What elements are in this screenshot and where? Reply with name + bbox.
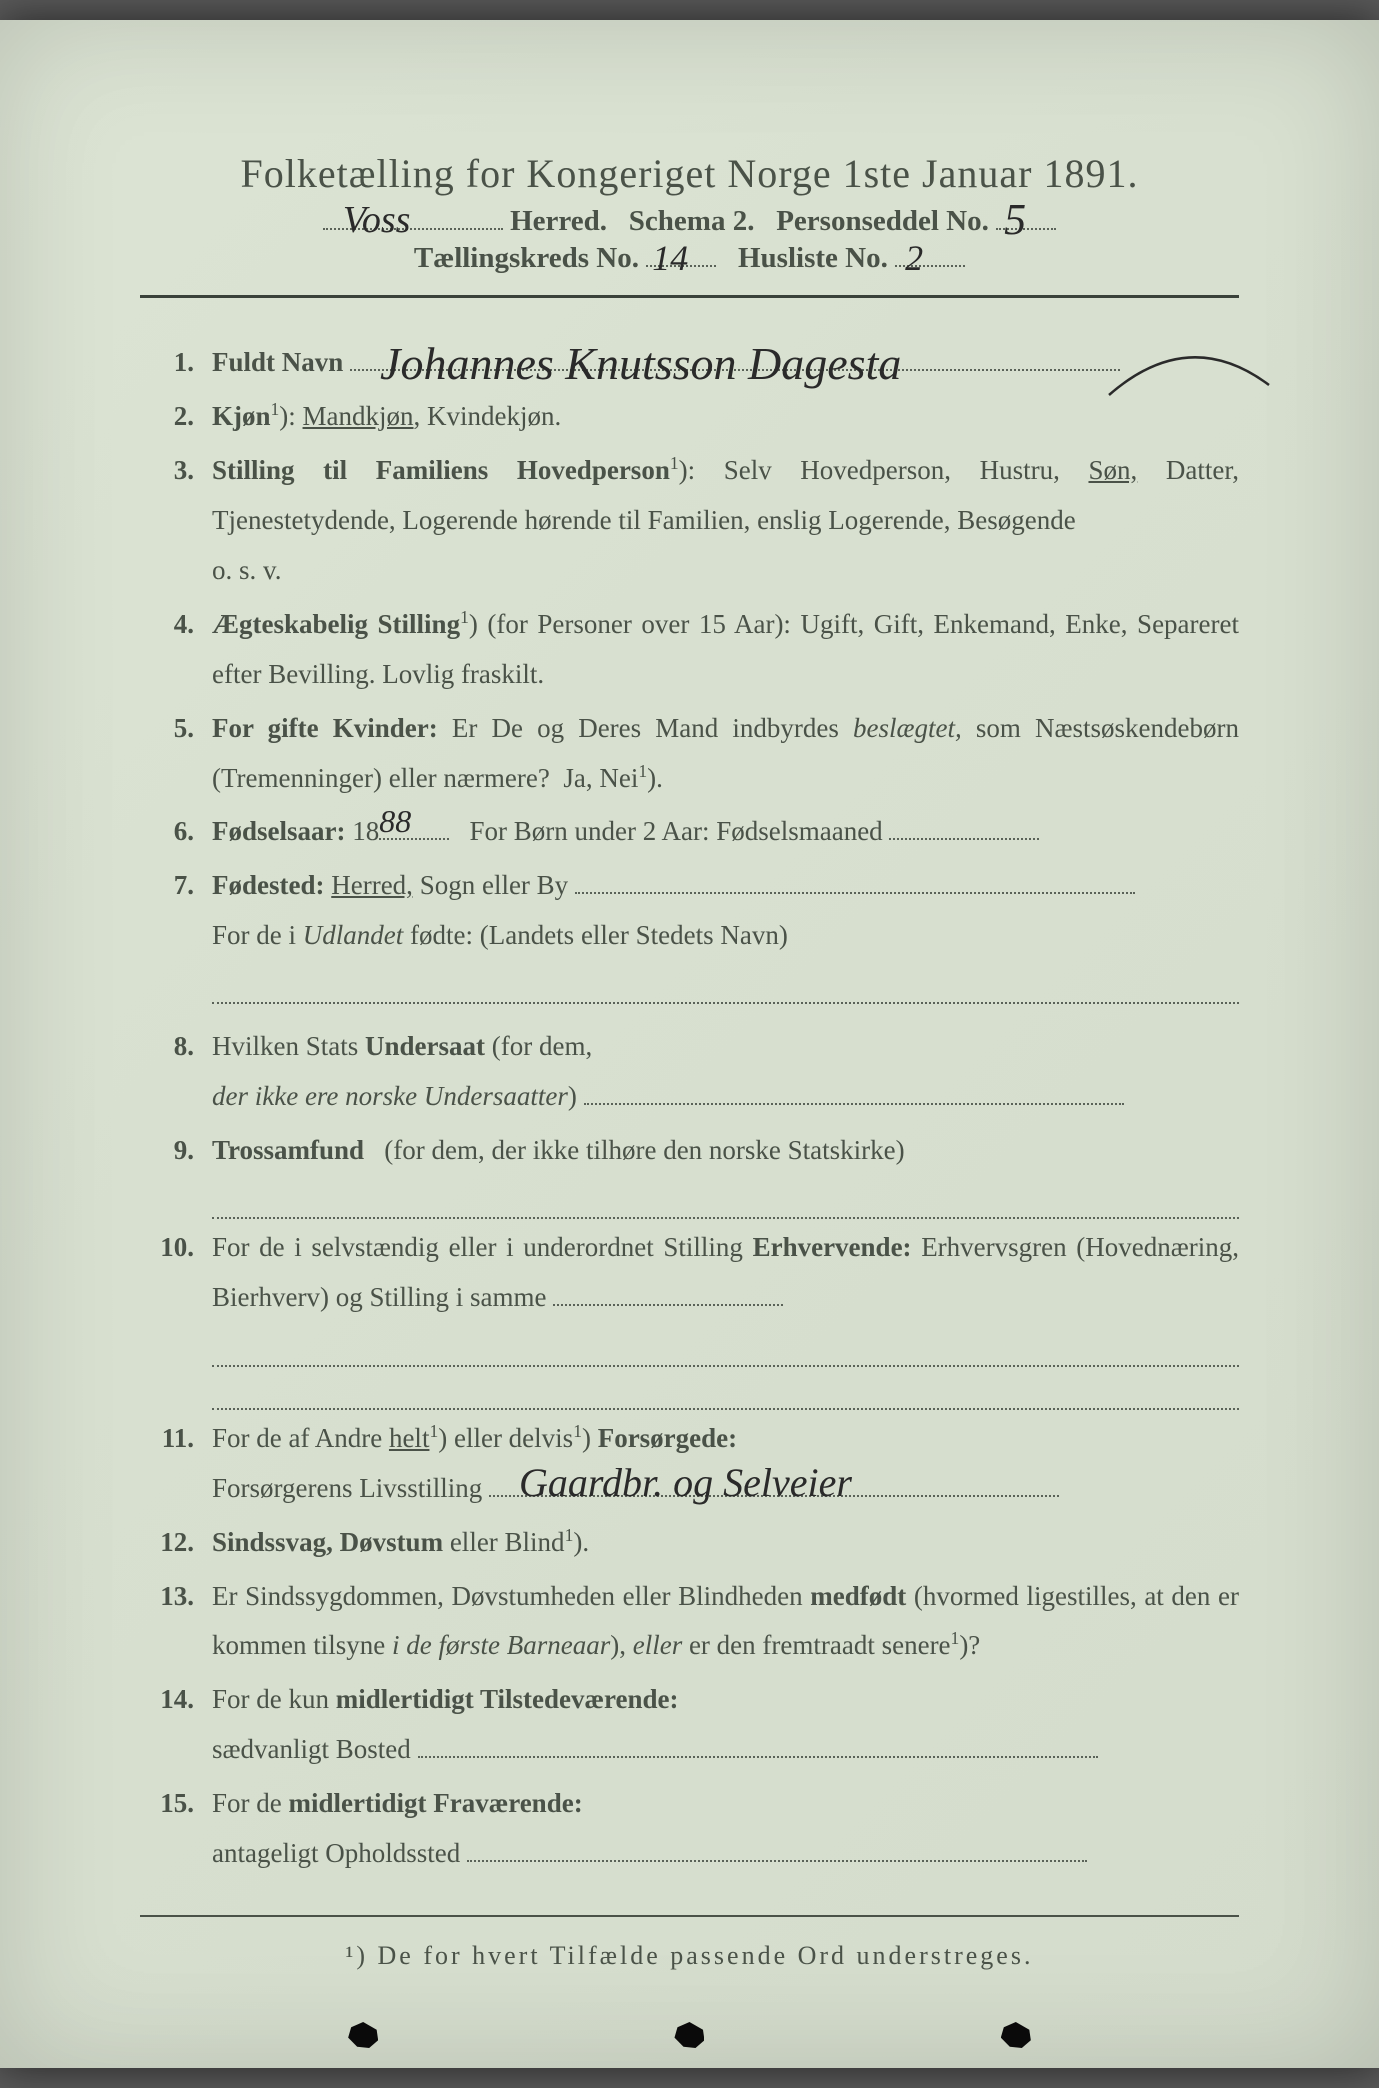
- text-8a: Hvilken Stats: [212, 1031, 358, 1061]
- label-fodselsaar: Fødselsaar:: [212, 816, 345, 846]
- herred-underline: Herred,: [331, 870, 413, 900]
- name-handwritten: Johannes Knutsson Dagesta: [380, 321, 901, 406]
- item-num: 6.: [140, 807, 212, 857]
- husliste-no: 2: [905, 237, 923, 279]
- label-fravaerende: midlertidigt Fraværende:: [289, 1788, 583, 1818]
- item-num: 5.: [140, 704, 212, 804]
- item-7: 7. Fødested: Herred, Sogn eller By For d…: [140, 861, 1239, 1004]
- item-14: 14. For de kun midlertidigt Tilstedevære…: [140, 1675, 1239, 1775]
- text-11a: For de af Andre: [212, 1423, 382, 1453]
- hole-icon: [348, 2022, 378, 2048]
- label-fuldt-navn: Fuldt Navn: [212, 347, 343, 377]
- item-num: 11.: [140, 1414, 212, 1514]
- text-15b: antageligt Opholdssted: [212, 1838, 460, 1868]
- item-15: 15. For de midlertidigt Fraværende: anta…: [140, 1779, 1239, 1879]
- hole-icon: [674, 2022, 704, 2048]
- title: Folketælling for Kongeriget Norge 1ste J…: [140, 150, 1239, 197]
- item-num: 4.: [140, 600, 212, 700]
- item-num: 9.: [140, 1126, 212, 1219]
- year-hand: 88: [379, 792, 411, 851]
- item-13: 13. Er Sindssygdommen, Døvstumheden elle…: [140, 1572, 1239, 1672]
- year-prefix: 18: [352, 816, 379, 846]
- schema-label: Schema 2.: [629, 205, 755, 237]
- item-num: 2.: [140, 392, 212, 442]
- item-5: 5. For gifte Kvinder: Er De og Deres Man…: [140, 704, 1239, 804]
- text-11c: Forsørgerens Livsstilling: [212, 1473, 482, 1503]
- label-erhvervende: Erhvervende:: [753, 1232, 912, 1262]
- item-num: 14.: [140, 1675, 212, 1775]
- label-aegteskab: Ægteskabelig Stilling: [212, 609, 460, 639]
- taellingskreds-no: 14: [652, 237, 688, 279]
- text-8c: der ikke ere norske Undersaatter): [212, 1081, 577, 1111]
- item-num: 1.: [140, 338, 212, 388]
- census-form-page: Folketælling for Kongeriget Norge 1ste J…: [0, 20, 1379, 2068]
- item-3: 3. Stilling til Familiens Hovedperson1):…: [140, 446, 1239, 596]
- item-num: 3.: [140, 446, 212, 596]
- label-trossamfund: Trossamfund: [212, 1135, 364, 1165]
- item-6: 6. Fødselsaar: 1888 For Børn under 2 Aar…: [140, 807, 1239, 857]
- binding-holes: [0, 2022, 1379, 2048]
- item-1: 1. Fuldt Navn Johannes Knutsson Dagesta: [140, 338, 1239, 388]
- label-tilstedevaerende: midlertidigt Tilstedeværende:: [336, 1684, 679, 1714]
- text-15a: For de: [212, 1788, 282, 1818]
- label-gifte-kvinder: For gifte Kvinder:: [212, 713, 438, 743]
- item-9: 9. Trossamfund (for dem, der ikke tilhør…: [140, 1126, 1239, 1219]
- subtitle-row-2: Tællingskreds No. 14 Husliste No. 2: [140, 242, 1239, 275]
- helt: helt: [389, 1423, 430, 1453]
- label-stilling: Stilling til Familiens Hovedperson: [212, 455, 670, 485]
- taellingskreds-label: Tællingskreds No.: [414, 242, 639, 274]
- husliste-label: Husliste No.: [738, 242, 888, 274]
- text-6b: For Børn under 2 Aar: Fødselsmaaned: [469, 816, 882, 846]
- item-num: 12.: [140, 1518, 212, 1568]
- label-kjon: Kjøn: [212, 401, 271, 431]
- text-7: Sogn eller By: [420, 870, 569, 900]
- text-14b: sædvanligt Bosted: [212, 1734, 411, 1764]
- text-9: (for dem, der ikke tilhøre den norske St…: [384, 1135, 904, 1165]
- item-num: 7.: [140, 861, 212, 1004]
- subtitle-row-1: Voss Herred. Schema 2. Personseddel No. …: [140, 205, 1239, 238]
- item-12: 12. Sindssvag, Døvstum eller Blind1).: [140, 1518, 1239, 1568]
- item-10: 10. For de i selvstændig eller i underor…: [140, 1223, 1239, 1409]
- text-13a: Er Sindssygdommen, Døvstumheden eller Bl…: [212, 1581, 803, 1611]
- label-undersaat: Undersaat: [365, 1031, 485, 1061]
- item-num: 10.: [140, 1223, 212, 1409]
- herred-label: Herred.: [510, 205, 607, 237]
- footnote: ¹) De for hvert Tilfælde passende Ord un…: [140, 1941, 1239, 1971]
- text-7b: For de i Udlandet fødte: (Landets eller …: [212, 920, 788, 950]
- item-num: 15.: [140, 1779, 212, 1879]
- label-medfodt: medfødt: [810, 1581, 906, 1611]
- text-8b: (for dem,: [492, 1031, 592, 1061]
- item-num: 13.: [140, 1572, 212, 1672]
- personseddel-label: Personseddel No.: [776, 205, 989, 237]
- osv: o. s. v.: [212, 555, 282, 585]
- text-10a: For de i selvstændig eller i underordnet…: [212, 1232, 743, 1262]
- personseddel-no: 5: [1004, 194, 1026, 245]
- item-11: 11. For de af Andre helt1) eller delvis1…: [140, 1414, 1239, 1514]
- item-8: 8. Hvilken Stats Undersaat (for dem, der…: [140, 1022, 1239, 1122]
- provider-handwritten: Gaardbr. og Selveier: [519, 1446, 852, 1520]
- herred-handwritten: Voss: [343, 198, 411, 242]
- hole-icon: [1001, 2022, 1031, 2048]
- divider-bottom: [140, 1915, 1239, 1917]
- divider-top: [140, 295, 1239, 298]
- item-num: 8.: [140, 1022, 212, 1122]
- text-12: eller Blind: [450, 1527, 565, 1557]
- label-sindssvag: Sindssvag, Døvstum: [212, 1527, 443, 1557]
- text-14a: For de kun: [212, 1684, 329, 1714]
- item-4: 4. Ægteskabelig Stilling1) (for Personer…: [140, 600, 1239, 700]
- label-fodested: Fødested:: [212, 870, 324, 900]
